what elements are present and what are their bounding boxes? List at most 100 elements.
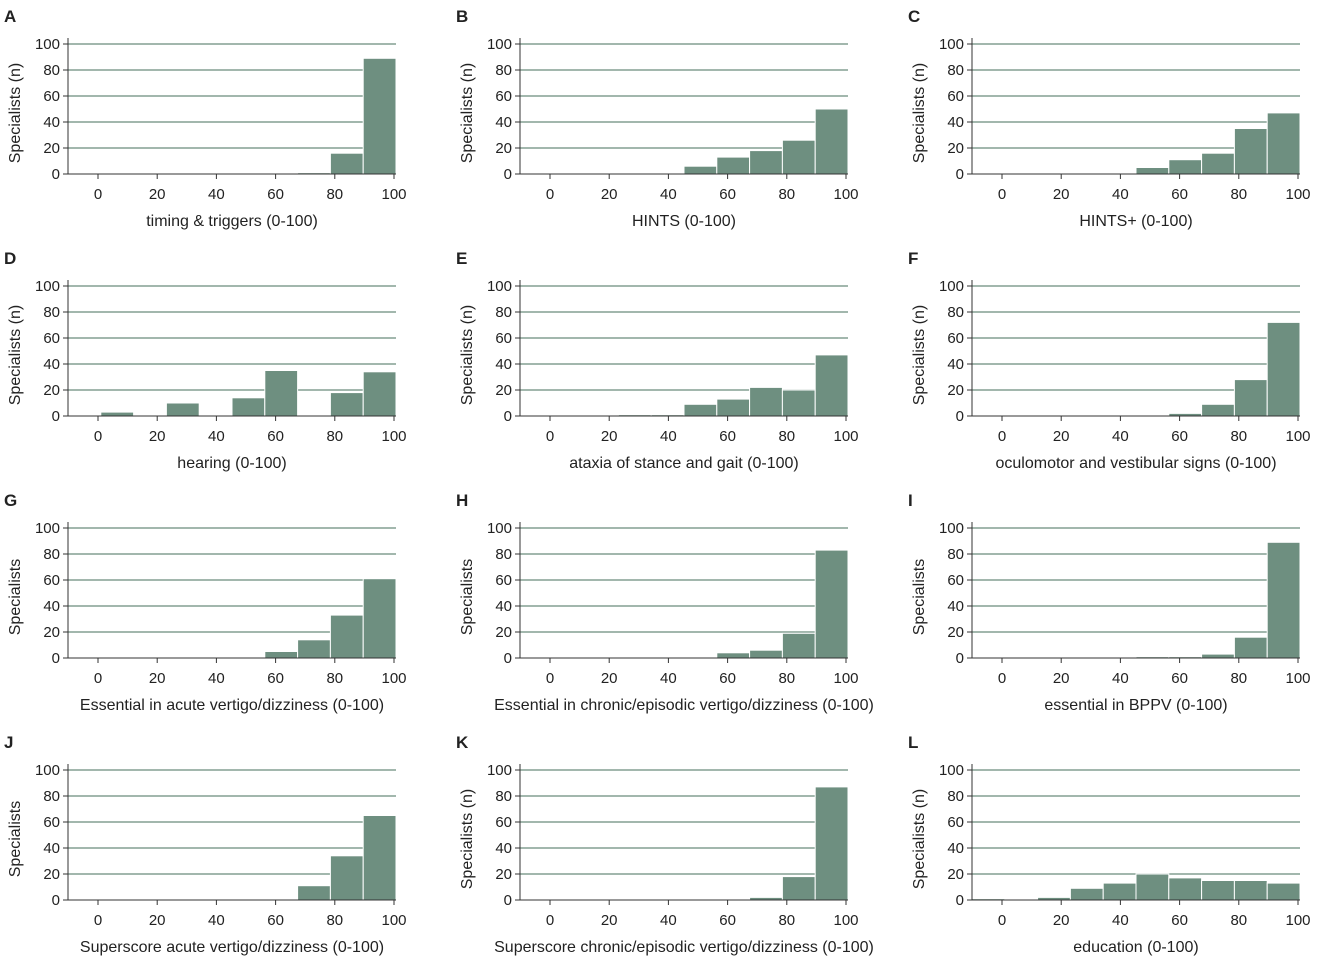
x-tick-label-100: 100 — [381, 186, 406, 203]
y-tick-label-0: 0 — [52, 408, 60, 425]
x-tick-label-60: 60 — [1171, 428, 1188, 445]
bar-50 — [683, 165, 718, 175]
x-tick-label-20: 20 — [149, 912, 166, 929]
panel-label: F — [908, 249, 918, 268]
bar-80 — [1233, 880, 1268, 901]
bar-60 — [1168, 159, 1203, 175]
bar-60 — [264, 651, 299, 659]
y-tick-label-0: 0 — [504, 650, 512, 667]
chart-svg-I: I 0 20 40 60 80 100 0 20 40 60 80 100 essential in BP… — [908, 491, 1311, 714]
y-axis-label: Specialists (n) — [911, 789, 928, 889]
y-tick-label-100: 100 — [487, 762, 512, 779]
y-tick-label-0: 0 — [504, 408, 512, 425]
panel-label: K — [456, 733, 469, 752]
x-tick-label-100: 100 — [1285, 670, 1310, 687]
bar-70 — [1201, 403, 1235, 417]
x-tick-label-0: 0 — [998, 912, 1006, 929]
y-tick-label-0: 0 — [956, 892, 964, 909]
y-tick-label-40: 40 — [947, 356, 964, 373]
x-tick-label-40: 40 — [660, 428, 677, 445]
chart-panel-B: B 0 20 40 60 80 100 0 20 40 60 80 100 HINTS (0-100) Sp… — [452, 0, 892, 242]
y-tick-label-100: 100 — [35, 520, 60, 537]
chart-svg-A: A 0 20 40 60 80 100 0 20 40 60 80 100 timing & trigge… — [4, 7, 407, 230]
x-tick-label-20: 20 — [149, 670, 166, 687]
y-axis-label: Specialists (n) — [459, 789, 476, 889]
x-axis-label: education (0-100) — [1073, 939, 1198, 956]
bar-70 — [749, 150, 783, 175]
x-tick-label-60: 60 — [267, 670, 284, 687]
y-axis-label: Specialists (n) — [459, 305, 476, 405]
x-axis-label: HINTS+ (0-100) — [1079, 213, 1192, 230]
y-tick-label-60: 60 — [43, 814, 60, 831]
y-tick-label-60: 60 — [43, 572, 60, 589]
chart-svg-L: L 0 20 40 60 80 100 0 20 40 60 80 100 education (0-10… — [908, 733, 1311, 956]
bar-90 — [362, 57, 397, 175]
chart-panel-F: F 0 20 40 60 80 100 0 20 40 60 80 100 oculomotor and … — [904, 242, 1325, 484]
x-tick-label-20: 20 — [1053, 186, 1070, 203]
bar-90 — [362, 578, 397, 659]
x-tick-label-40: 40 — [208, 428, 225, 445]
chart-svg-E: E 0 20 40 60 80 100 0 20 40 60 80 100 ataxia of stanc… — [456, 249, 859, 472]
bar-70 — [1201, 152, 1235, 175]
x-tick-label-40: 40 — [1112, 670, 1129, 687]
y-axis-label: Specialists (n) — [7, 305, 24, 405]
bar-90 — [814, 108, 849, 175]
y-tick-label-20: 20 — [43, 866, 60, 883]
bar-90 — [1266, 112, 1301, 175]
x-tick-label-60: 60 — [1171, 186, 1188, 203]
x-tick-label-20: 20 — [149, 428, 166, 445]
y-tick-label-100: 100 — [487, 520, 512, 537]
bar-80 — [329, 855, 364, 901]
x-axis-label: timing & triggers (0-100) — [146, 213, 318, 230]
chart-svg-J: J 0 20 40 60 80 100 0 20 40 60 80 100 Superscore acut… — [4, 733, 407, 956]
x-tick-label-100: 100 — [381, 912, 406, 929]
y-tick-label-80: 80 — [495, 546, 512, 563]
bar-70 — [1201, 880, 1235, 901]
panel-label: E — [456, 249, 467, 268]
panel-label: C — [908, 7, 920, 26]
bar-50 — [1135, 167, 1170, 175]
y-tick-label-40: 40 — [947, 598, 964, 615]
x-tick-label-20: 20 — [601, 186, 618, 203]
x-tick-label-40: 40 — [208, 186, 225, 203]
x-tick-label-0: 0 — [546, 912, 554, 929]
y-tick-label-60: 60 — [947, 572, 964, 589]
x-tick-label-40: 40 — [1112, 186, 1129, 203]
y-tick-label-60: 60 — [43, 88, 60, 105]
bar-90 — [1266, 321, 1301, 417]
x-tick-label-0: 0 — [546, 670, 554, 687]
x-tick-label-100: 100 — [381, 670, 406, 687]
y-tick-label-60: 60 — [947, 88, 964, 105]
x-tick-label-100: 100 — [1285, 186, 1310, 203]
x-tick-label-0: 0 — [546, 428, 554, 445]
bar-90 — [362, 815, 397, 901]
y-tick-label-0: 0 — [956, 408, 964, 425]
x-tick-label-80: 80 — [1230, 186, 1247, 203]
bar-80 — [781, 139, 816, 175]
y-tick-label-0: 0 — [956, 166, 964, 183]
chart-panel-D: D 0 20 40 60 80 100 0 20 40 60 80 100 hearing (0-100)… — [0, 242, 440, 484]
bar-70 — [297, 885, 331, 901]
panel-label: I — [908, 491, 913, 510]
x-tick-label-60: 60 — [267, 428, 284, 445]
chart-panel-A: A 0 20 40 60 80 100 0 20 40 60 80 100 timing & trigge… — [0, 0, 440, 242]
x-tick-label-20: 20 — [601, 428, 618, 445]
y-tick-label-0: 0 — [504, 166, 512, 183]
x-axis-label: essential in BPPV (0-100) — [1044, 697, 1227, 714]
x-tick-label-60: 60 — [719, 428, 736, 445]
y-tick-label-40: 40 — [495, 840, 512, 857]
x-axis-label: Essential in acute vertigo/dizziness (0-… — [80, 697, 384, 714]
bar-60 — [1168, 877, 1203, 901]
bar-80 — [329, 392, 364, 417]
y-tick-label-20: 20 — [495, 382, 512, 399]
chart-panel-L: L 0 20 40 60 80 100 0 20 40 60 80 100 education (0-10… — [904, 726, 1325, 968]
y-tick-label-80: 80 — [43, 546, 60, 563]
x-tick-label-0: 0 — [94, 186, 102, 203]
y-tick-label-60: 60 — [43, 330, 60, 347]
y-tick-label-40: 40 — [495, 356, 512, 373]
x-tick-label-80: 80 — [326, 670, 343, 687]
y-tick-label-80: 80 — [43, 62, 60, 79]
x-tick-label-20: 20 — [1053, 670, 1070, 687]
x-tick-label-100: 100 — [833, 912, 858, 929]
